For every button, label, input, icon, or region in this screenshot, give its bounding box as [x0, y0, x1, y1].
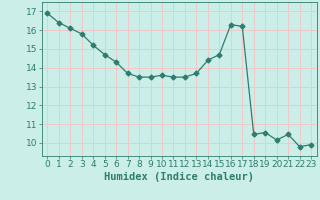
X-axis label: Humidex (Indice chaleur): Humidex (Indice chaleur) [104, 172, 254, 182]
